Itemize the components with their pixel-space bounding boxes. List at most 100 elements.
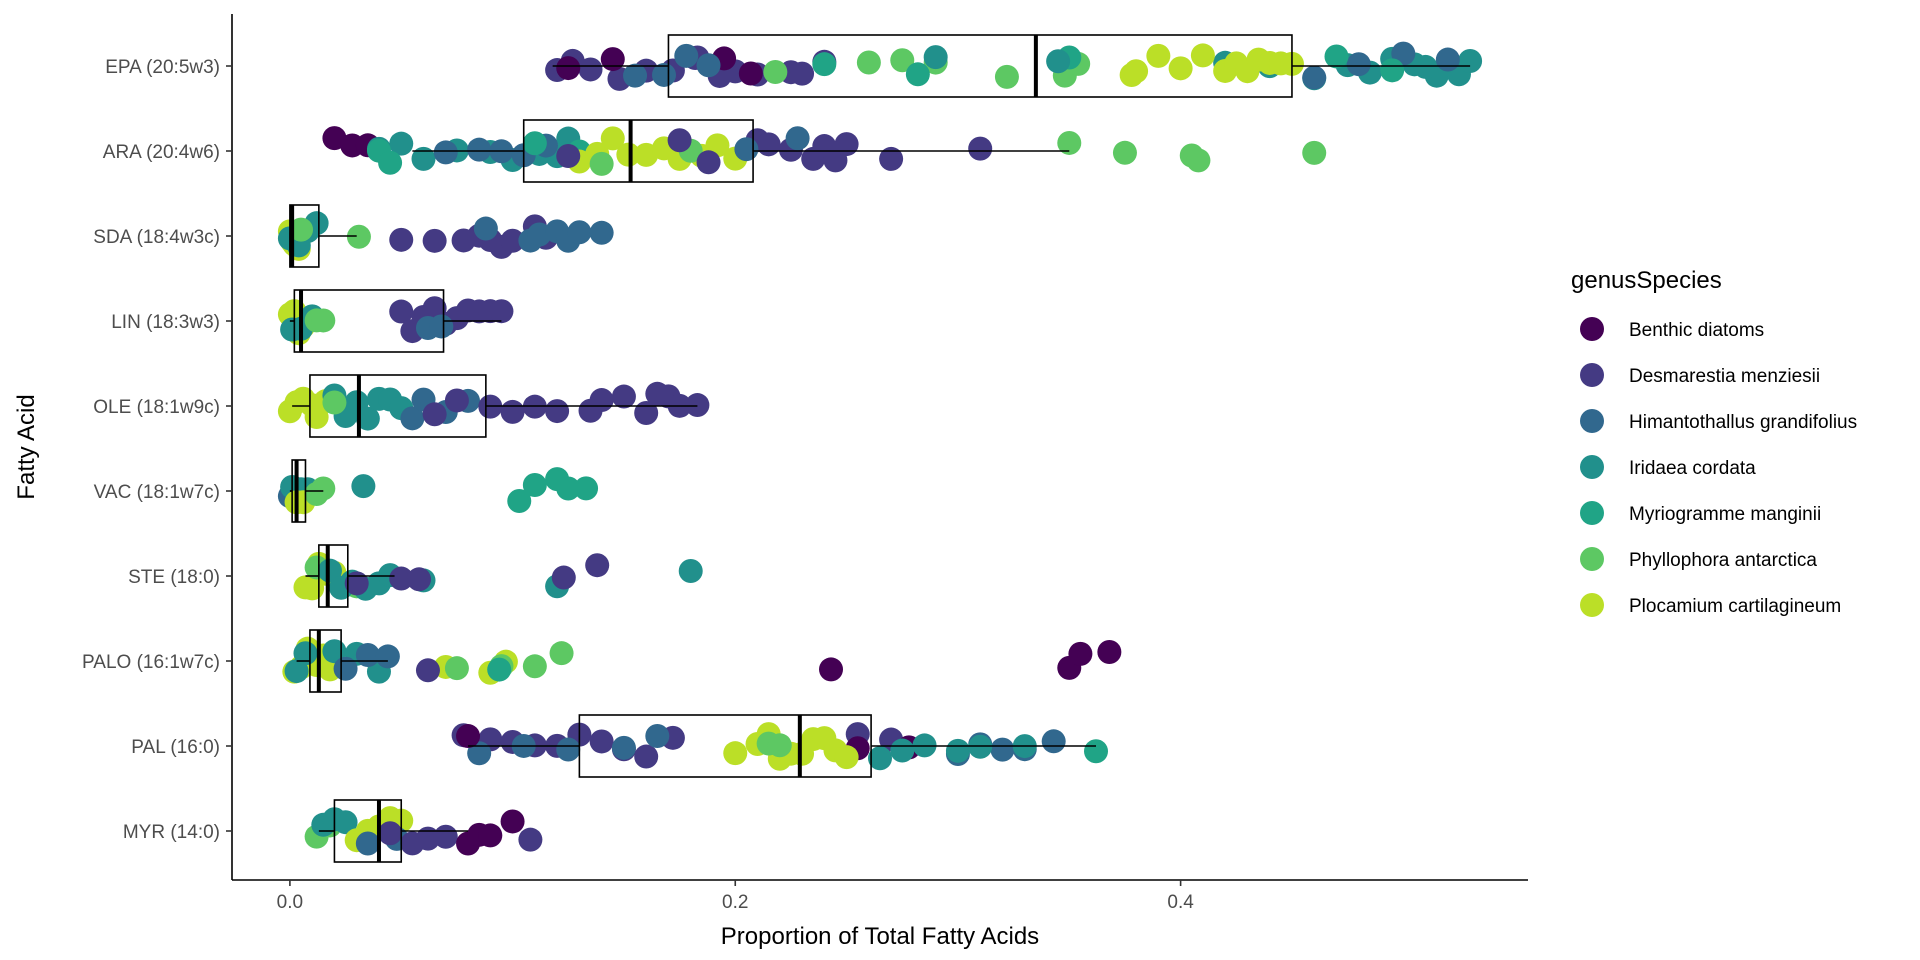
- data-point: [467, 137, 492, 162]
- data-point: [589, 729, 614, 754]
- data-point: [522, 131, 547, 156]
- legend-entry: Himantothallus grandifolius: [1580, 409, 1857, 433]
- box-iqr: [333, 799, 403, 863]
- data-point: [400, 406, 425, 431]
- legend-entry: Benthic diatoms: [1580, 317, 1764, 341]
- legend-swatch: [1580, 593, 1604, 617]
- box-0: [552, 34, 1471, 98]
- data-point: [375, 644, 400, 669]
- data-point: [819, 657, 844, 682]
- data-point: [500, 399, 525, 424]
- data-point: [522, 473, 547, 498]
- legend-swatch: [1580, 317, 1604, 341]
- legend-label: Benthic diatoms: [1629, 320, 1764, 341]
- data-point: [1435, 47, 1460, 72]
- box-4: [292, 374, 698, 438]
- data-point: [585, 553, 610, 578]
- box-iqr: [291, 459, 307, 523]
- legend: genusSpecies Benthic diatoms Desmarestia …: [1571, 267, 1857, 617]
- data-point: [611, 735, 636, 760]
- data-point: [507, 489, 532, 514]
- data-point: [856, 50, 881, 75]
- x-ticks: 0.0 0.2 0.4: [277, 880, 1194, 913]
- data-point: [389, 566, 414, 591]
- data-point: [467, 741, 492, 766]
- data-point: [415, 658, 440, 683]
- box-1: [412, 119, 1070, 183]
- y-tick-label: OLE (18:1w9c): [93, 397, 220, 418]
- legend-entry: Iridaea cordata: [1580, 455, 1756, 479]
- legend-swatch: [1580, 363, 1604, 387]
- data-point: [487, 657, 512, 682]
- data-point: [723, 741, 748, 766]
- data-point: [667, 128, 692, 153]
- legend-swatch: [1580, 501, 1604, 525]
- data-point: [990, 737, 1015, 762]
- data-point: [1413, 54, 1438, 79]
- y-tick-label: VAC (18:1w7c): [94, 482, 220, 503]
- data-point: [634, 744, 659, 769]
- data-point: [1084, 739, 1108, 764]
- legend-label: Desmarestia menziesii: [1629, 366, 1820, 387]
- data-point: [790, 61, 815, 86]
- box-7: [296, 629, 388, 693]
- data-point: [616, 142, 641, 167]
- data-point: [355, 406, 380, 431]
- data-point: [444, 388, 469, 413]
- data-point: [415, 826, 440, 851]
- y-tick-label: PAL (16:0): [131, 737, 220, 758]
- y-tick-label: SDA (18:4w3c): [93, 227, 220, 248]
- data-point: [549, 641, 574, 666]
- data-point: [968, 136, 993, 161]
- data-point: [289, 217, 314, 242]
- data-point: [551, 565, 576, 590]
- box-iqr: [289, 204, 320, 268]
- data-point: [589, 388, 614, 413]
- data-point: [545, 399, 570, 424]
- y-tick-label: STE (18:0): [128, 567, 220, 588]
- box-layer: [289, 34, 1471, 863]
- data-point: [322, 390, 347, 415]
- legend-entry: Desmarestia menziesii: [1580, 363, 1820, 387]
- y-ticks: EPA (20:5w3) ARA (20:4w6) SDA (18:4w3c) LIN…: [82, 57, 232, 843]
- data-point: [945, 738, 970, 763]
- y-tick-label: MYR (14:0): [123, 822, 220, 843]
- data-point: [923, 45, 948, 70]
- data-point: [600, 126, 625, 151]
- box-8: [468, 714, 1096, 778]
- data-point: [1302, 65, 1327, 90]
- data-point: [574, 476, 599, 501]
- data-point: [346, 224, 371, 249]
- legend-label: Himantothallus grandifolius: [1629, 412, 1857, 433]
- data-point: [678, 558, 703, 583]
- data-point: [834, 745, 859, 770]
- data-point: [1458, 49, 1483, 73]
- legend-entry: Myriogramme manginii: [1580, 501, 1821, 525]
- data-point: [1057, 130, 1082, 155]
- data-point: [1046, 49, 1071, 74]
- y-tick-label: EPA (20:5w3): [105, 57, 220, 78]
- data-point: [433, 824, 458, 849]
- data-point: [355, 831, 380, 856]
- data-point: [890, 738, 915, 763]
- legend-label: Iridaea cordata: [1629, 458, 1756, 479]
- data-point: [578, 57, 603, 82]
- data-point: [522, 654, 547, 679]
- data-point: [756, 132, 781, 157]
- data-point: [1190, 43, 1215, 68]
- data-point: [890, 48, 915, 73]
- data-point: [311, 308, 336, 333]
- legend-swatch: [1580, 409, 1604, 433]
- jitter-points: [277, 41, 1483, 856]
- data-point: [600, 47, 625, 72]
- data-point: [444, 656, 469, 681]
- data-point: [429, 314, 454, 339]
- data-point: [344, 571, 369, 596]
- data-point: [738, 61, 763, 86]
- data-point: [527, 222, 552, 247]
- data-point: [685, 393, 710, 418]
- legend-label: Phyllophora antarctica: [1629, 550, 1817, 571]
- data-point: [611, 384, 636, 409]
- data-point: [293, 641, 318, 666]
- legend-swatch: [1580, 547, 1604, 571]
